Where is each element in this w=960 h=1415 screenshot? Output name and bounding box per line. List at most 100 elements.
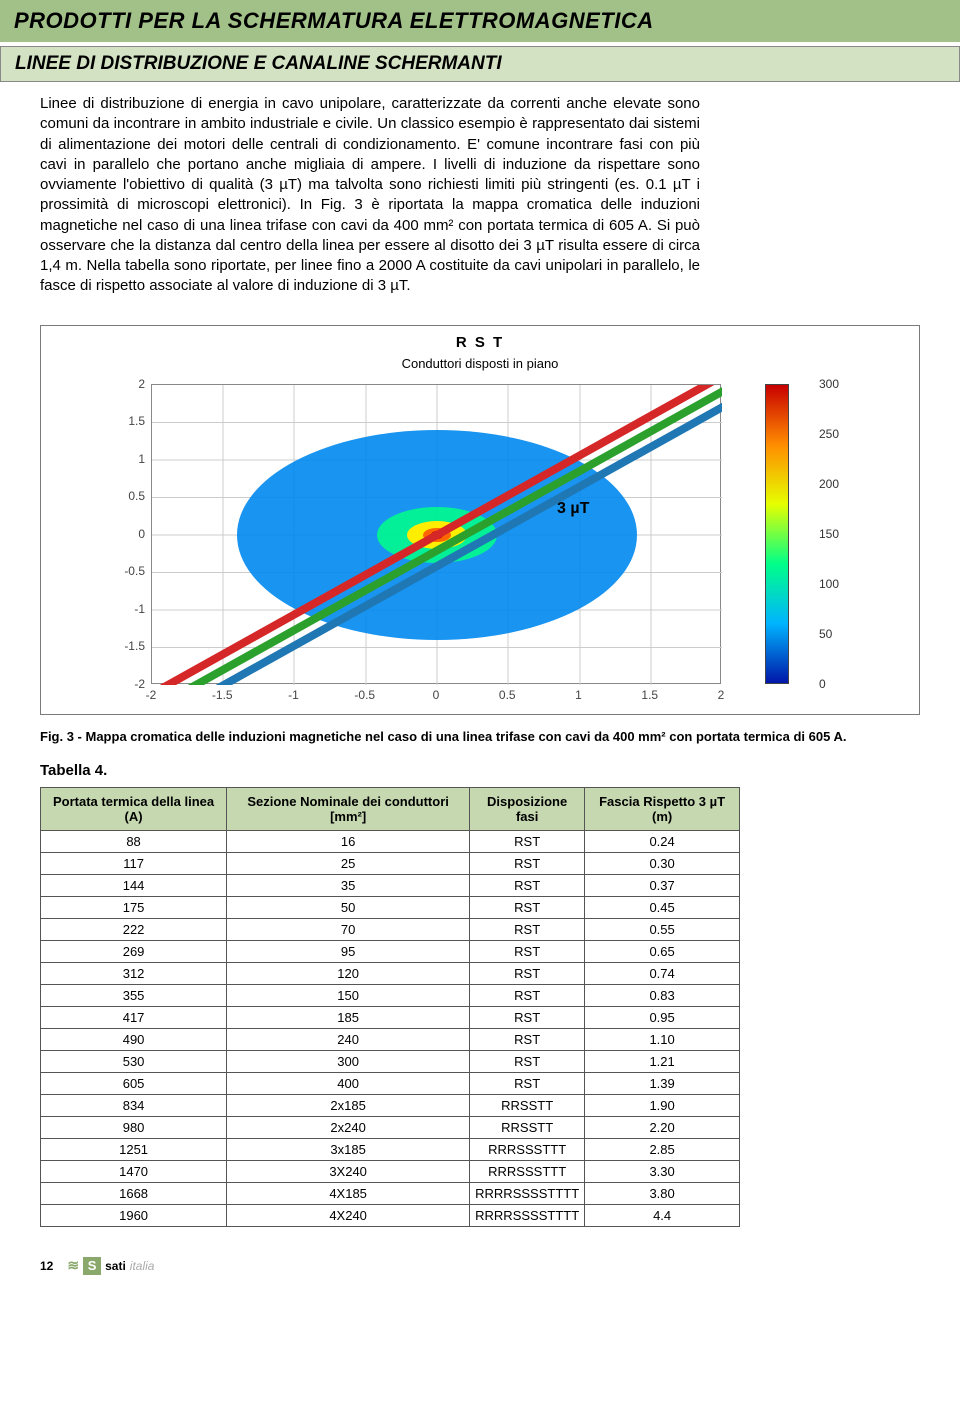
brand-logo: ≋ S sati italia bbox=[67, 1257, 154, 1275]
table-row: 12513x185RRRSSSTTT2.85 bbox=[41, 1138, 740, 1160]
table-cell: 50 bbox=[227, 896, 470, 918]
colorbar-tick-label: 300 bbox=[819, 377, 839, 391]
table-cell: 530 bbox=[41, 1050, 227, 1072]
table-cell: 1470 bbox=[41, 1160, 227, 1182]
figure-subtitle: Conduttori disposti in piano bbox=[402, 356, 559, 371]
body-paragraph: Linee di distribuzione di energia in cav… bbox=[40, 94, 700, 297]
table-cell: 3X240 bbox=[227, 1160, 470, 1182]
table-cell: 0.74 bbox=[585, 962, 740, 984]
table-cell: RST bbox=[470, 874, 585, 896]
table-row: 19604X240RRRRSSSSTTTT4.4 bbox=[41, 1204, 740, 1226]
colorbar-tick-label: 250 bbox=[819, 427, 839, 441]
table-cell: RST bbox=[470, 962, 585, 984]
table-cell: 2x240 bbox=[227, 1116, 470, 1138]
table-row: 17550RST0.45 bbox=[41, 896, 740, 918]
tabella-4: Portata termica della linea (A)Sezione N… bbox=[40, 787, 740, 1227]
x-tick-label: 0.5 bbox=[495, 688, 519, 702]
table-cell: 1.10 bbox=[585, 1028, 740, 1050]
table-cell: 1.90 bbox=[585, 1094, 740, 1116]
page-title: PRODOTTI PER LA SCHERMATURA ELETTROMAGNE… bbox=[14, 8, 946, 34]
table-cell: 0.24 bbox=[585, 830, 740, 852]
y-tick-label: -0.5 bbox=[121, 564, 145, 578]
x-tick-label: -2 bbox=[139, 688, 163, 702]
table-cell: RST bbox=[470, 1050, 585, 1072]
table-cell: 25 bbox=[227, 852, 470, 874]
x-tick-label: -1 bbox=[282, 688, 306, 702]
table-cell: 4.4 bbox=[585, 1204, 740, 1226]
colorbar-tick-label: 150 bbox=[819, 527, 839, 541]
table-header-cell: Disposizione fasi bbox=[470, 787, 585, 830]
y-tick-label: 1.5 bbox=[121, 414, 145, 428]
colorbar bbox=[765, 384, 789, 684]
table-cell: 240 bbox=[227, 1028, 470, 1050]
table-cell: 400 bbox=[227, 1072, 470, 1094]
table-cell: RST bbox=[470, 1072, 585, 1094]
page-number: 12 bbox=[40, 1259, 53, 1273]
table-cell: 0.37 bbox=[585, 874, 740, 896]
table-header-cell: Fascia Rispetto 3 µT (m) bbox=[585, 787, 740, 830]
table-cell: 120 bbox=[227, 962, 470, 984]
table-cell: RST bbox=[470, 1006, 585, 1028]
chart-plot-area: 3 µT bbox=[151, 384, 721, 684]
table-cell: RST bbox=[470, 1028, 585, 1050]
brand-light: italia bbox=[130, 1259, 155, 1273]
table-cell: 150 bbox=[227, 984, 470, 1006]
table-cell: RRRRSSSSTTTT bbox=[470, 1204, 585, 1226]
table-cell: 117 bbox=[41, 852, 227, 874]
table-cell: RRSSTT bbox=[470, 1094, 585, 1116]
table-cell: RST bbox=[470, 918, 585, 940]
colorbar-tick-label: 200 bbox=[819, 477, 839, 491]
table-cell: RST bbox=[470, 940, 585, 962]
content-area: Linee di distribuzione di energia in cav… bbox=[0, 82, 960, 1247]
table-cell: 3.80 bbox=[585, 1182, 740, 1204]
table-row: 530300RST1.21 bbox=[41, 1050, 740, 1072]
table-cell: 300 bbox=[227, 1050, 470, 1072]
table-cell: 0.45 bbox=[585, 896, 740, 918]
chart-svg: 3 µT bbox=[152, 385, 722, 685]
table-cell: 980 bbox=[41, 1116, 227, 1138]
table-cell: 417 bbox=[41, 1006, 227, 1028]
x-tick-label: 1 bbox=[567, 688, 591, 702]
table-cell: 95 bbox=[227, 940, 470, 962]
y-tick-label: 0.5 bbox=[121, 489, 145, 503]
table-cell: 70 bbox=[227, 918, 470, 940]
logo-s-icon: S bbox=[83, 1257, 101, 1275]
table-cell: 185 bbox=[227, 1006, 470, 1028]
table-cell: 4X240 bbox=[227, 1204, 470, 1226]
table-cell: 16 bbox=[227, 830, 470, 852]
y-tick-label: -1 bbox=[121, 602, 145, 616]
table-cell: 1668 bbox=[41, 1182, 227, 1204]
colorbar-tick-label: 100 bbox=[819, 577, 839, 591]
table-cell: RRRSSSTTT bbox=[470, 1160, 585, 1182]
table-header-cell: Sezione Nominale dei conduttori [mm²] bbox=[227, 787, 470, 830]
table-row: 11725RST0.30 bbox=[41, 852, 740, 874]
x-tick-label: -1.5 bbox=[210, 688, 234, 702]
page-subtitle: LINEE DI DISTRIBUZIONE E CANALINE SCHERM… bbox=[15, 53, 945, 75]
table-cell: 222 bbox=[41, 918, 227, 940]
table-cell: 490 bbox=[41, 1028, 227, 1050]
annotation-3ut: 3 µT bbox=[557, 500, 590, 517]
table-cell: 2.85 bbox=[585, 1138, 740, 1160]
y-tick-label: 0 bbox=[121, 527, 145, 541]
x-tick-label: 2 bbox=[709, 688, 733, 702]
table-row: 14435RST0.37 bbox=[41, 874, 740, 896]
table-row: 417185RST0.95 bbox=[41, 1006, 740, 1028]
table-row: 312120RST0.74 bbox=[41, 962, 740, 984]
table-cell: RRSSTT bbox=[470, 1116, 585, 1138]
table-cell: 3.30 bbox=[585, 1160, 740, 1182]
table-cell: 144 bbox=[41, 874, 227, 896]
table-row: 355150RST0.83 bbox=[41, 984, 740, 1006]
rst-label: R S T bbox=[456, 334, 504, 351]
figure-3: R S T Conduttori disposti in piano bbox=[40, 325, 920, 715]
y-tick-label: -1.5 bbox=[121, 639, 145, 653]
table-cell: RRRRSSSSTTTT bbox=[470, 1182, 585, 1204]
wave-icon: ≋ bbox=[67, 1257, 79, 1274]
x-tick-label: 1.5 bbox=[638, 688, 662, 702]
table-cell: 605 bbox=[41, 1072, 227, 1094]
table-cell: 2.20 bbox=[585, 1116, 740, 1138]
table-cell: 834 bbox=[41, 1094, 227, 1116]
table-row: 16684X185RRRRSSSSTTTT3.80 bbox=[41, 1182, 740, 1204]
table-cell: 88 bbox=[41, 830, 227, 852]
table-cell: RRRSSSTTT bbox=[470, 1138, 585, 1160]
table-cell: 312 bbox=[41, 962, 227, 984]
